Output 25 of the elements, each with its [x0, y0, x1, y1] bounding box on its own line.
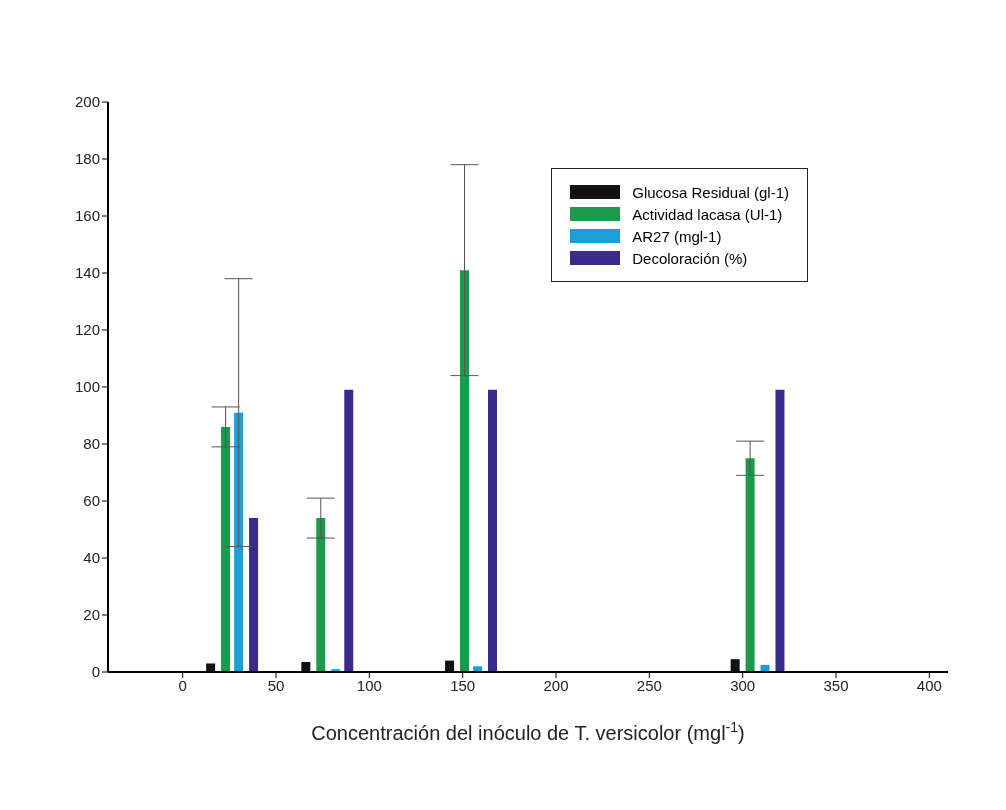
x-tick-label: 300 [730, 676, 756, 694]
y-tick-label: 20 [83, 606, 100, 624]
y-tick-label: 0 [91, 663, 100, 681]
x-axis-title: Concentración del inóculo de T. versicolor (mgl$^{-1}$) [311, 719, 745, 744]
y-tick-label: 120 [74, 321, 100, 339]
x-tick-label: 150 [450, 676, 476, 694]
y-tick-label: 200 [74, 93, 100, 111]
y-tick-label: 140 [74, 264, 100, 282]
legend-label: Decoloración (%) [632, 249, 748, 267]
y-tick-label: 100 [74, 378, 100, 396]
x-tick-label: 200 [543, 676, 569, 694]
legend-label: Glucosa Residual (gl-1) [632, 183, 789, 201]
legend-label: Actividad lacasa (Ul-1) [632, 205, 783, 223]
y-tick-label: 160 [74, 207, 100, 225]
y-tick-label: 80 [83, 435, 100, 453]
legend-label: AR27 (mgl-1) [632, 227, 722, 245]
y-tick-label: 60 [83, 492, 100, 510]
x-tick-label: 400 [916, 676, 942, 694]
x-tick-label: 100 [356, 676, 382, 694]
x-tick-label: 0 [178, 676, 187, 694]
y-tick-label: 40 [83, 549, 100, 567]
x-tick-label: 250 [636, 676, 662, 694]
y-tick-label: 180 [74, 150, 100, 168]
x-tick-label: 350 [823, 676, 849, 694]
x-tick-label: 50 [267, 676, 285, 694]
